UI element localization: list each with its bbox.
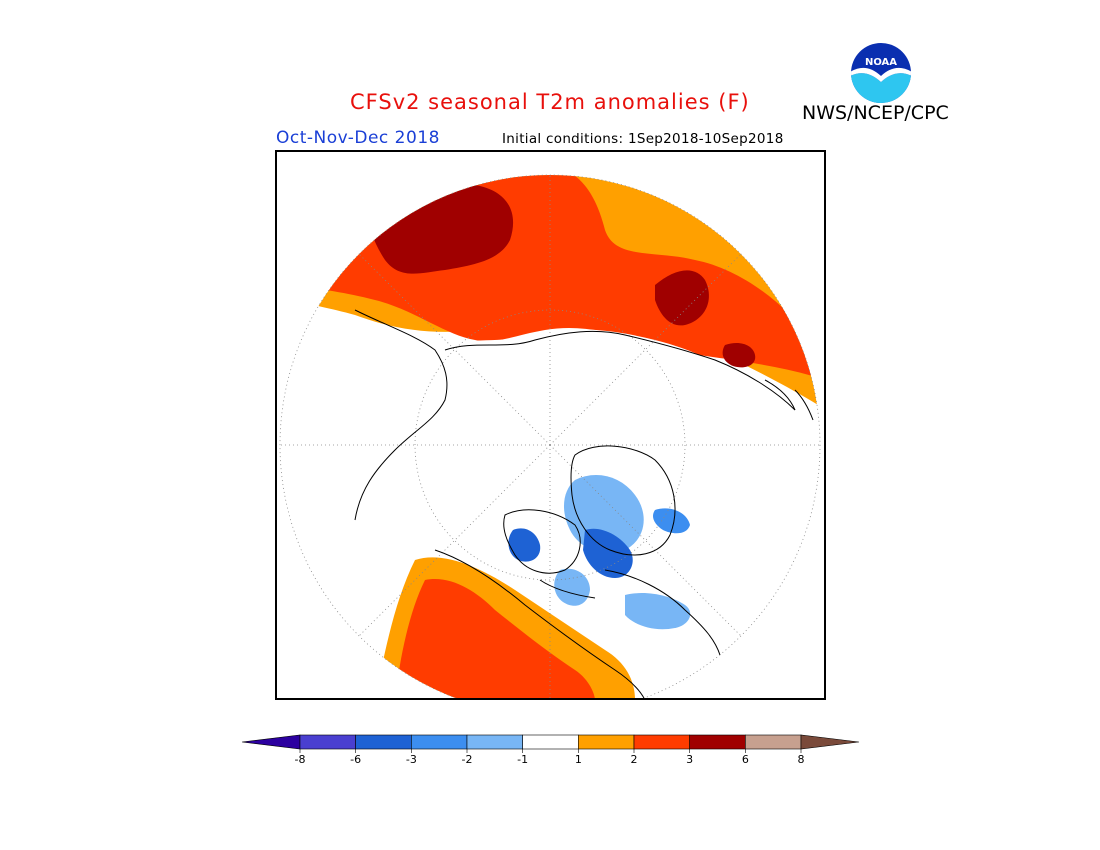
cool-anomaly-region-beaufort	[652, 508, 690, 534]
polar-anomaly-map	[275, 150, 826, 700]
legend-tick-label: 6	[742, 753, 749, 766]
legend-arrow-high	[800, 734, 860, 750]
strong-cool-region-baffin	[508, 528, 541, 562]
agency-label: NWS/NCEP/CPC	[802, 102, 949, 124]
cool-anomaly-region-greenland	[563, 475, 644, 554]
extreme-warm-region-siberia	[655, 270, 709, 326]
anomaly-shading	[295, 175, 820, 700]
legend-tick-label: 2	[631, 753, 638, 766]
legend-swatch	[578, 734, 635, 750]
legend-labels: -8 -6 -3 -2 -1 1 2 3 6 8	[295, 749, 805, 766]
legend-swatch	[633, 734, 690, 750]
legend-swatch	[522, 734, 579, 750]
logo-text: NOAA	[865, 57, 897, 68]
legend-swatch	[299, 734, 356, 750]
noaa-logo: NOAA	[851, 43, 911, 103]
legend-swatch	[411, 734, 468, 750]
legend-swatch	[689, 734, 746, 750]
legend-tick-label: -3	[406, 753, 417, 766]
extreme-warm-region-east	[722, 343, 756, 368]
legend-swatch	[355, 734, 412, 750]
graticule	[279, 174, 821, 700]
neutral-arctic-region	[375, 329, 745, 570]
coastlines	[354, 309, 814, 700]
legend-tick-label: -8	[295, 753, 306, 766]
cool-anomaly-region-hudson	[625, 593, 691, 630]
cool-anomaly-region-archipelago	[554, 568, 590, 606]
legend-swatch	[745, 734, 802, 750]
season-label: Oct-Nov-Dec 2018	[276, 128, 440, 148]
legend-tick-label: 3	[686, 753, 693, 766]
legend-tick-label: -2	[462, 753, 473, 766]
initial-conditions-label: Initial conditions: 1Sep2018-10Sep2018	[502, 131, 784, 147]
legend-tick-label: -6	[350, 753, 361, 766]
legend-swatches	[241, 734, 860, 750]
strong-warm-region-north-america	[395, 579, 595, 700]
legend-tick-label: -1	[517, 753, 528, 766]
chart-title: CFSv2 seasonal T2m anomalies (F)	[350, 90, 750, 114]
color-legend: -8 -6 -3 -2 -1 1 2 3 6 8	[241, 734, 860, 766]
legend-tick-label: 8	[798, 753, 805, 766]
legend-arrow-low	[241, 734, 301, 750]
legend-tick-label: 1	[575, 753, 582, 766]
legend-swatch	[466, 734, 523, 750]
map-frame	[275, 150, 826, 700]
